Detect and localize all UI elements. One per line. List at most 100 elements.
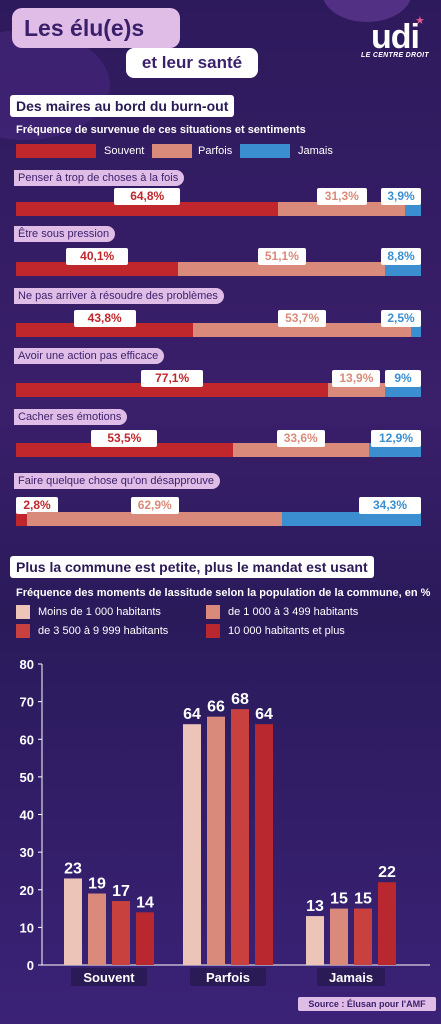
value-label: 31,3% [316, 188, 367, 205]
title-line1: Les élu(e)s [12, 8, 180, 48]
data-label: 22 [378, 864, 396, 881]
source-note: Source : Élusan pour l'AMF [298, 997, 436, 1011]
category-label: Jamais [329, 970, 373, 985]
legend-swatch [240, 144, 290, 158]
bar [255, 724, 273, 965]
value-label: 34,3% [359, 497, 421, 514]
legend-label: de 3 500 à 9 999 habitants [38, 625, 169, 637]
category-label: Cacher ses émotions [14, 409, 128, 425]
bar-jamais [282, 512, 421, 526]
section1-heading: Des maires au bord du burn-out [10, 95, 235, 117]
title-line2: et leur santé [126, 48, 258, 78]
data-label: 15 [330, 891, 348, 908]
y-tick-label: 30 [20, 845, 34, 860]
bar-souvent [16, 262, 179, 276]
value-label: 40,1% [66, 248, 129, 265]
bar [112, 901, 130, 965]
y-tick-label: 80 [20, 657, 34, 672]
section2-subtitle: Fréquence des moments de lassitude selon… [16, 587, 431, 599]
category-label: Penser à trop de choses à la fois [14, 170, 185, 186]
value-label: 2,8% [16, 497, 58, 514]
logo-text: udi [371, 18, 420, 56]
bar-souvent [16, 512, 28, 526]
data-label: 15 [354, 891, 372, 908]
y-tick-label: 70 [20, 695, 34, 710]
value-label: 77,1% [141, 370, 204, 387]
value-label: 8,8% [381, 248, 421, 265]
legend-label: de 1 000 à 3 499 habitants [228, 606, 359, 618]
value-label: 53,7% [278, 310, 327, 327]
bar-jamais [385, 262, 421, 276]
y-tick-label: 40 [20, 808, 34, 823]
bar [231, 709, 249, 965]
star-icon: ★ [415, 15, 425, 27]
legend-label: Souvent [104, 145, 145, 157]
bar-souvent [16, 443, 233, 457]
y-tick-label: 10 [20, 920, 34, 935]
category-label: Souvent [83, 970, 135, 985]
decor-circle [322, 0, 412, 22]
bar-parfois [232, 443, 369, 457]
bar-parfois [27, 512, 283, 526]
category-label: Avoir une action pas efficace [14, 348, 165, 364]
bar-parfois [178, 262, 386, 276]
value-label: 2,5% [381, 310, 421, 327]
bar-parfois [278, 202, 406, 216]
bar-jamais [410, 323, 421, 337]
category-box [317, 968, 385, 986]
category-label: Être sous pression [14, 226, 116, 242]
legend-swatch [16, 605, 30, 619]
legend-swatch [152, 144, 192, 158]
bar [306, 916, 324, 965]
data-label: 17 [112, 883, 130, 900]
y-tick-label: 0 [27, 958, 34, 973]
value-label: 9% [385, 370, 421, 387]
category-box [190, 968, 266, 986]
bar [330, 908, 348, 965]
y-tick-label: 50 [20, 770, 34, 785]
value-label: 12,9% [371, 430, 421, 447]
data-label: 66 [207, 699, 225, 716]
category-label: Ne pas arriver à résoudre des problèmes [14, 288, 224, 304]
logo-subtitle: LE CENTRE DROIT [361, 52, 429, 59]
bar-souvent [16, 323, 194, 337]
data-label: 19 [88, 876, 106, 893]
value-label: 62,9% [130, 497, 179, 514]
value-label: 64,8% [114, 188, 181, 205]
value-label: 53,5% [91, 430, 158, 447]
legend-swatch [16, 144, 96, 158]
bar [354, 908, 372, 965]
legend-swatch [206, 624, 220, 638]
legend-label: Jamais [298, 145, 333, 157]
bar-souvent [16, 202, 279, 216]
bar-parfois [193, 323, 411, 337]
bar [88, 893, 106, 965]
bar [207, 716, 225, 965]
legend-label: 10 000 habitants et plus [228, 625, 345, 637]
bar [183, 724, 201, 965]
bar [378, 882, 396, 965]
bar [64, 878, 82, 965]
value-label: 51,1% [257, 248, 306, 265]
y-tick-label: 20 [20, 883, 34, 898]
bar-jamais [405, 202, 421, 216]
category-box [71, 968, 147, 986]
legend-label: Parfois [198, 145, 233, 157]
legend-swatch [16, 624, 30, 638]
udi-logo: udi LE CENTRE DROIT [358, 18, 432, 59]
data-label: 13 [306, 898, 324, 915]
section1-subtitle: Fréquence de survenue de ces situations … [16, 124, 306, 136]
value-label: 13,9% [332, 370, 381, 387]
value-label: 43,8% [73, 310, 136, 327]
data-label: 64 [255, 706, 273, 723]
value-label: 3,9% [381, 188, 421, 205]
data-label: 64 [183, 706, 201, 723]
category-label: Parfois [206, 970, 250, 985]
legend-label: Moins de 1 000 habitants [38, 606, 161, 618]
data-label: 23 [64, 860, 82, 877]
category-label: Faire quelque chose qu'on désapprouve [14, 473, 220, 489]
value-label: 33,6% [276, 430, 325, 447]
data-label: 14 [136, 894, 154, 911]
